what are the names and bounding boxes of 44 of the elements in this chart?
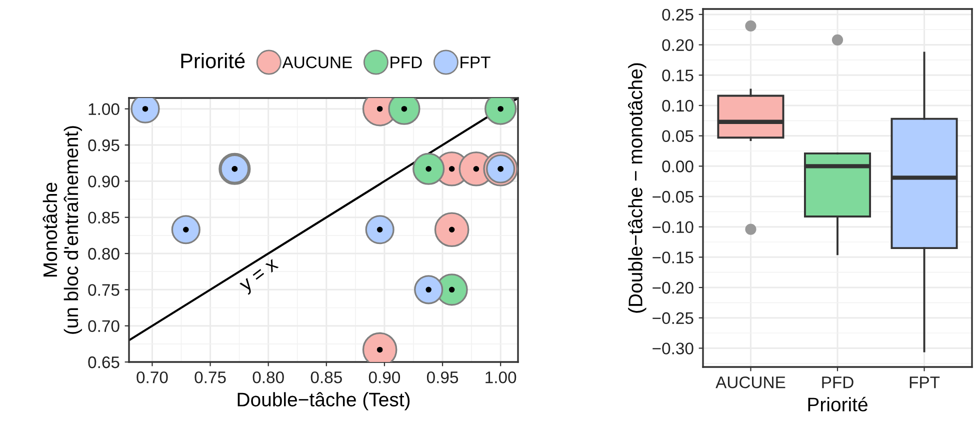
y-tick-label: −0.20 (652, 282, 694, 294)
y-tick-label: 0.85 (88, 212, 120, 224)
y-axis-title: Monotâche (un bloc d'entraînement) (42, 126, 82, 334)
x-tick-label: 1.00 (486, 371, 516, 384)
y-tick-label: 0.90 (88, 176, 120, 188)
x-tick-label: 0.80 (252, 371, 284, 384)
point (414, 275, 444, 304)
x-tick-label: 0.95 (426, 371, 458, 384)
x-tick-label: 0.70 (136, 371, 168, 384)
x-tick-label: 0.75 (194, 371, 226, 384)
y-tick-label: −0.25 (652, 312, 694, 324)
x-axis-title: Priorité (808, 396, 868, 412)
y-tick-label: 0.25 (662, 8, 694, 21)
y-tick-label: 1.00 (88, 103, 120, 116)
annotation: y = x (240, 258, 282, 296)
y-tick-label: 0.75 (88, 284, 120, 296)
y-tick-label: 0.20 (662, 39, 694, 52)
point (434, 212, 470, 248)
y-tick-label: −0.10 (652, 221, 694, 234)
point (365, 215, 394, 244)
x-tick-label: FPT (910, 376, 940, 388)
x-tick-label: PFD (822, 376, 854, 388)
y-tick-label: 0.00 (662, 160, 694, 172)
legend-label: FPT (460, 56, 490, 68)
x-axis-title: Double−tâche (Test) (238, 392, 410, 410)
y-tick-label: 0.70 (88, 320, 120, 332)
x-tick-label: 0.90 (368, 371, 400, 384)
y-axis-title: (Double−tâche − monotâche) (628, 63, 646, 313)
y-tick-label: 0.15 (662, 70, 694, 82)
x-tick-label: AUCUNE (716, 376, 786, 388)
legend-label: AUCUNE (282, 56, 352, 68)
y-tick-label: 0.05 (662, 130, 694, 142)
y-tick-label: 0.10 (662, 100, 694, 112)
y-tick-label: −0.30 (652, 342, 694, 354)
y-tick-label: −0.15 (652, 252, 694, 264)
legend-label: PFD (390, 56, 422, 68)
y-tick-label: 0.80 (88, 248, 120, 260)
y-tick-label: 0.65 (88, 356, 120, 368)
point (171, 215, 200, 244)
point (412, 152, 445, 185)
y-tick-label: 0.95 (88, 139, 120, 152)
x-tick-label: 0.85 (310, 371, 342, 384)
legend-title: Priorité (181, 52, 245, 68)
y-tick-label: −0.05 (652, 190, 694, 203)
